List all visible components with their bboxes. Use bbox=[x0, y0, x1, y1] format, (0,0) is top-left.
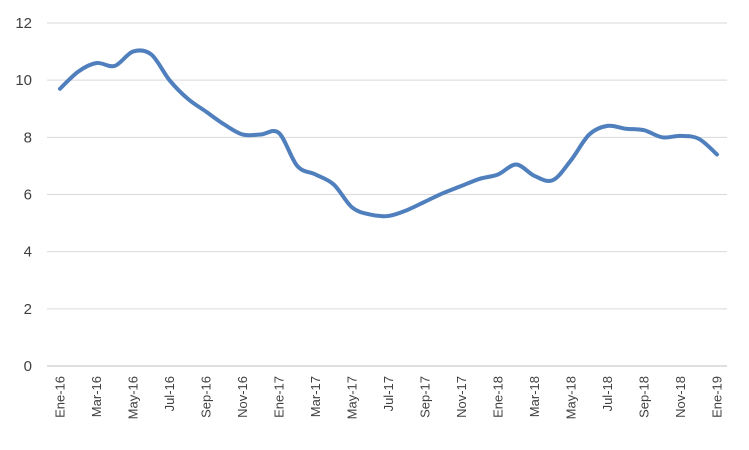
y-tick-label: 8 bbox=[24, 129, 32, 146]
y-tick-label: 6 bbox=[24, 187, 32, 204]
x-tick-label: Sep-17 bbox=[418, 376, 433, 418]
x-tick-label: Nov-17 bbox=[454, 376, 469, 418]
y-tick-label: 12 bbox=[15, 15, 32, 32]
x-tick-label: Ene-16 bbox=[53, 376, 68, 418]
x-tick-label: Mar-16 bbox=[89, 376, 104, 417]
y-tick-label: 2 bbox=[24, 301, 32, 318]
y-axis-tick-labels: 0 2 4 6 8 10 12 bbox=[15, 15, 32, 375]
y-tick-label: 10 bbox=[15, 72, 32, 89]
y-tick-label: 4 bbox=[24, 244, 32, 261]
x-tick-label: May-17 bbox=[345, 376, 360, 419]
x-tick-label: Mar-17 bbox=[308, 376, 323, 417]
x-tick-label: Sep-16 bbox=[199, 376, 214, 418]
x-tick-label: Jul-18 bbox=[600, 376, 615, 411]
x-tick-label: Nov-16 bbox=[235, 376, 250, 418]
series-line bbox=[58, 48, 719, 219]
x-tick-label: Ene-19 bbox=[710, 376, 725, 418]
x-tick-label: Mar-18 bbox=[527, 376, 542, 417]
x-tick-label: May-16 bbox=[126, 376, 141, 419]
x-tick-label: Jul-17 bbox=[381, 376, 396, 411]
x-tick-label: May-18 bbox=[564, 376, 579, 419]
x-tick-label: Ene-18 bbox=[491, 376, 506, 418]
x-tick-label: Nov-18 bbox=[673, 376, 688, 418]
x-tick-label: Jul-16 bbox=[162, 376, 177, 411]
x-tick-label: Ene-17 bbox=[272, 376, 287, 418]
gridlines bbox=[47, 22, 727, 310]
x-axis-tick-labels: Ene-16 Mar-16 May-16 Jul-16 Sep-16 Nov-16 Ene-… bbox=[53, 376, 725, 419]
y-tick-label: 0 bbox=[24, 358, 32, 375]
x-tick-label: Sep-18 bbox=[637, 376, 652, 418]
